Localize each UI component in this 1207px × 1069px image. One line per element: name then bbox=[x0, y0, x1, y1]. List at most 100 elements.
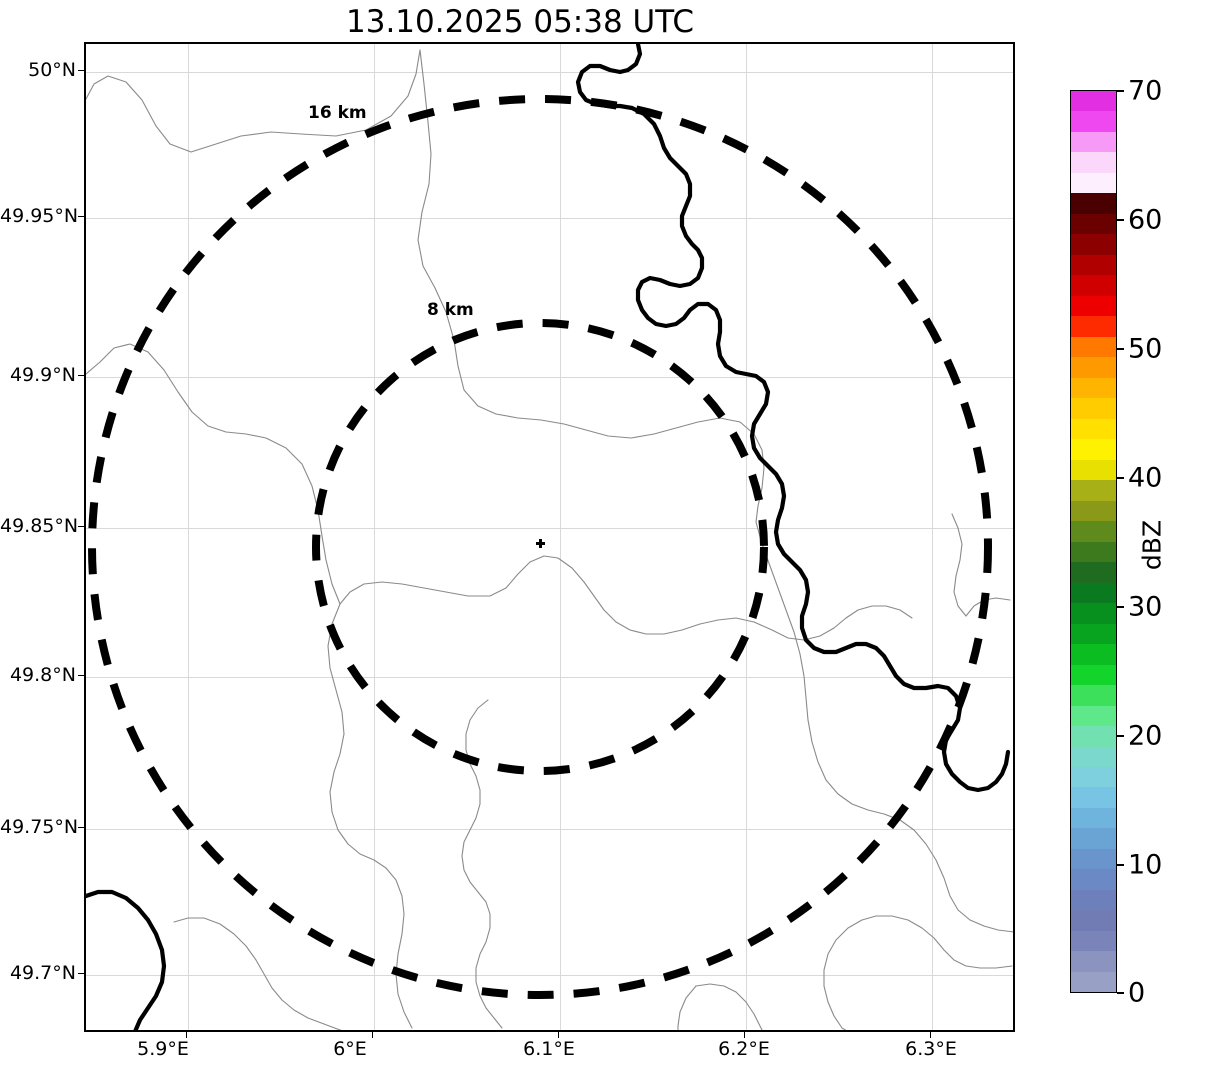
ytick-mark-49.7N bbox=[78, 973, 84, 974]
colorbar-band-13 bbox=[1071, 357, 1116, 378]
colorbar-band-23 bbox=[1071, 562, 1116, 583]
xtick-label-6.2E: 6.2°E bbox=[718, 1038, 770, 1060]
colorbar-band-5 bbox=[1071, 193, 1116, 214]
colorbar-label-40: 40 bbox=[1128, 462, 1163, 494]
gridline-lat-49.75 bbox=[86, 829, 1013, 830]
ytick-mark-49.85N bbox=[78, 526, 84, 527]
national-border bbox=[86, 44, 1011, 1030]
range-ring-8km bbox=[312, 319, 768, 775]
colorbar-band-42 bbox=[1071, 951, 1116, 972]
range-ring-label-16km: 16 km bbox=[308, 103, 367, 123]
colorbar-band-11 bbox=[1071, 316, 1116, 337]
range-ring-16km bbox=[88, 95, 992, 999]
xtick-mark-6.2E bbox=[744, 1032, 745, 1038]
colorbar-band-26 bbox=[1071, 623, 1116, 645]
colorbar-band-0 bbox=[1071, 91, 1116, 112]
ytick-label-49.85N: 49.85°N bbox=[0, 515, 79, 537]
ytick-mark-49.8N bbox=[78, 675, 84, 676]
colorbar-band-10 bbox=[1071, 295, 1116, 317]
ytick-mark-49.9N bbox=[78, 375, 84, 376]
colorbar-label-60: 60 bbox=[1128, 204, 1163, 236]
colorbar[interactable] bbox=[1070, 90, 1117, 993]
xtick-label-6.3E: 6.3°E bbox=[905, 1038, 957, 1060]
ytick-label-49.9N: 49.9°N bbox=[9, 364, 76, 386]
range-ring-overlay bbox=[88, 95, 992, 999]
colorbar-band-14 bbox=[1071, 377, 1116, 399]
gridline-lon-6.1 bbox=[560, 44, 561, 1030]
colorbar-tick-60 bbox=[1117, 219, 1124, 221]
colorbar-band-4 bbox=[1071, 172, 1116, 194]
gridline-lat-49.7 bbox=[86, 975, 1013, 976]
colorbar-tick-0 bbox=[1117, 992, 1124, 994]
colorbar-tick-10 bbox=[1117, 864, 1124, 866]
colorbar-tick-20 bbox=[1117, 735, 1124, 737]
colorbar-band-41 bbox=[1071, 930, 1116, 952]
colorbar-band-22 bbox=[1071, 541, 1116, 563]
ytick-mark-50N bbox=[78, 70, 84, 71]
gridline-lon-5.9 bbox=[188, 44, 189, 1030]
xtick-mark-6E bbox=[372, 1032, 373, 1038]
colorbar-band-37 bbox=[1071, 848, 1116, 870]
colorbar-band-2 bbox=[1071, 131, 1116, 153]
radar-site-marker bbox=[536, 539, 545, 548]
colorbar-band-19 bbox=[1071, 480, 1116, 501]
colorbar-band-39 bbox=[1071, 889, 1116, 911]
ytick-label-49.95N: 49.95°N bbox=[0, 205, 79, 227]
colorbar-band-15 bbox=[1071, 398, 1116, 419]
colorbar-label-30: 30 bbox=[1128, 591, 1163, 623]
colorbar-axis-label: dBZ bbox=[1137, 519, 1167, 571]
gridline-lat-50.0 bbox=[86, 72, 1013, 73]
colorbar-band-1 bbox=[1071, 111, 1116, 132]
gridline-lat-49.85 bbox=[86, 528, 1013, 529]
colorbar-band-17 bbox=[1071, 439, 1116, 460]
colorbar-band-12 bbox=[1071, 336, 1116, 358]
range-ring-label-8km: 8 km bbox=[427, 300, 474, 320]
colorbar-band-29 bbox=[1071, 685, 1116, 706]
colorbar-band-36 bbox=[1071, 828, 1116, 849]
ytick-label-49.8N: 49.8°N bbox=[9, 664, 76, 686]
colorbar-band-20 bbox=[1071, 500, 1116, 522]
xtick-label-6E: 6°E bbox=[333, 1038, 367, 1060]
ytick-mark-49.95N bbox=[78, 216, 84, 217]
colorbar-band-28 bbox=[1071, 664, 1116, 686]
colorbar-label-50: 50 bbox=[1128, 333, 1163, 365]
colorbar-band-30 bbox=[1071, 705, 1116, 727]
colorbar-label-0: 0 bbox=[1128, 977, 1146, 1009]
colorbar-band-34 bbox=[1071, 787, 1116, 808]
xtick-mark-6.3E bbox=[930, 1032, 931, 1038]
internal-borders bbox=[86, 49, 1013, 1030]
colorbar-band-35 bbox=[1071, 807, 1116, 829]
colorbar-band-18 bbox=[1071, 459, 1116, 481]
colorbar-band-8 bbox=[1071, 254, 1116, 276]
ytick-label-50N: 50°N bbox=[28, 59, 76, 81]
colorbar-band-3 bbox=[1071, 152, 1116, 173]
colorbar-band-24 bbox=[1071, 582, 1116, 604]
colorbar-band-27 bbox=[1071, 644, 1116, 665]
gridline-lon-6.0 bbox=[374, 44, 375, 1030]
plot-inner: 16 km 8 km bbox=[86, 44, 1013, 1030]
gridline-lon-6.3 bbox=[932, 44, 933, 1030]
colorbar-band-9 bbox=[1071, 275, 1116, 296]
colorbar-band-31 bbox=[1071, 726, 1116, 747]
xtick-mark-6.1E bbox=[558, 1032, 559, 1038]
colorbar-label-70: 70 bbox=[1128, 75, 1163, 107]
colorbar-band-38 bbox=[1071, 869, 1116, 890]
colorbar-band-25 bbox=[1071, 603, 1116, 624]
colorbar-band-33 bbox=[1071, 766, 1116, 788]
gridline-lat-49.95 bbox=[86, 218, 1013, 219]
ytick-label-49.75N: 49.75°N bbox=[0, 816, 79, 838]
colorbar-tick-40 bbox=[1117, 477, 1124, 479]
colorbar-band-21 bbox=[1071, 521, 1116, 542]
map-geometry bbox=[86, 44, 1013, 1030]
gridline-lat-49.8 bbox=[86, 677, 1013, 678]
colorbar-band-32 bbox=[1071, 746, 1116, 767]
radar-plot-panel[interactable]: 16 km 8 km bbox=[84, 42, 1015, 1032]
ytick-label-49.7N: 49.7°N bbox=[9, 962, 76, 984]
colorbar-label-20: 20 bbox=[1128, 720, 1163, 752]
xtick-label-6.1E: 6.1°E bbox=[523, 1038, 575, 1060]
gridline-lon-6.2 bbox=[746, 44, 747, 1030]
colorbar-band-16 bbox=[1071, 418, 1116, 440]
colorbar-tick-30 bbox=[1117, 606, 1124, 608]
ytick-mark-49.75N bbox=[78, 827, 84, 828]
colorbar-tick-70 bbox=[1117, 90, 1124, 92]
